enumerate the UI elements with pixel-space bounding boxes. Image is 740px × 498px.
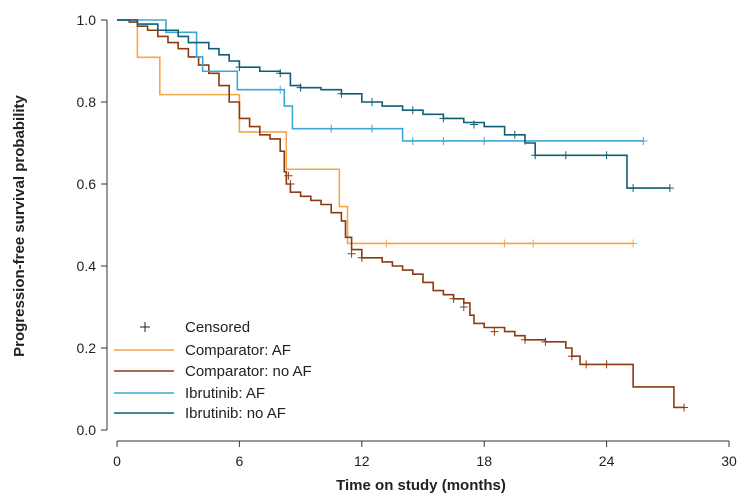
legend-label-comparator-no-af: Comparator: no AF (185, 363, 312, 380)
axes (106, 20, 729, 442)
censor-mark (510, 130, 519, 139)
censor-mark (286, 180, 295, 188)
legend-item-ibrutinib-af: Ibrutinib: AF (114, 385, 265, 402)
censor-mark (567, 352, 576, 361)
censor-mark (327, 124, 336, 133)
censor-mark (490, 327, 499, 336)
y-tick-label: 0.4 (77, 258, 97, 274)
y-tick-label: 1.0 (77, 12, 97, 28)
y-tick-label: 0.6 (77, 176, 97, 192)
censor-mark (582, 360, 591, 369)
censor-mark (337, 89, 346, 98)
censor-mark (449, 294, 458, 303)
legend-label-ibrutinib-no-af: Ibrutinib: no AF (185, 405, 286, 422)
legend-item-censored: Censored (140, 319, 250, 336)
censor-mark (602, 360, 611, 369)
censor-mark (357, 253, 366, 262)
x-tick-label: 12 (354, 453, 370, 469)
censor-mark (408, 106, 417, 115)
x-tick-label: 24 (599, 453, 615, 469)
y-tick-label: 0.2 (77, 340, 97, 356)
series-layer (117, 19, 689, 412)
legend-label-censored: Censored (185, 319, 250, 336)
legend: Censored Comparator: AF Comparator: no A… (114, 319, 312, 422)
censor-mark (529, 239, 538, 248)
censor-mark (521, 335, 529, 344)
legend-item-comparator-af: Comparator: AF (114, 342, 291, 359)
x-tick-label: 0 (113, 453, 121, 469)
censor-mark (368, 98, 376, 106)
censor-mark (629, 184, 638, 193)
censor-mark (439, 114, 448, 123)
censor-mark (470, 120, 478, 129)
censor-mark (459, 303, 468, 311)
censor-mark (665, 184, 674, 193)
y-tick-label: 0.8 (77, 94, 97, 110)
censor-mark (408, 136, 417, 145)
legend-item-ibrutinib-no-af: Ibrutinib: no AF (114, 405, 286, 422)
legend-item-comparator-no-af: Comparator: no AF (114, 363, 312, 380)
censor-mark (276, 69, 285, 78)
censor-mark (531, 151, 540, 160)
censor-mark (480, 136, 489, 145)
series-line-comparator-af (117, 19, 634, 245)
censor-mark (500, 239, 509, 248)
ticks: 0 6 12 18 24 30 0.0 0.2 0.4 0.6 0.8 1.0 (77, 12, 737, 469)
censor-mark (382, 239, 391, 248)
series-ibrutinib-af (117, 19, 648, 145)
censor-mark (284, 171, 293, 180)
series-comparator-af (117, 19, 638, 248)
x-axis-title: Time on study (months) (336, 477, 506, 494)
censor-mark (680, 403, 689, 412)
y-tick-label: 0.0 (77, 422, 97, 438)
censor-mark (296, 83, 305, 92)
censor-mark (439, 136, 448, 145)
y-axis-title: Progression-free survival probability (11, 94, 28, 356)
censor-mark (629, 239, 638, 248)
series-line-ibrutinib-no-af (117, 19, 670, 189)
series-ibrutinib-no-af (117, 19, 674, 193)
x-tick-label: 30 (721, 453, 737, 469)
x-tick-label: 6 (236, 453, 244, 469)
censor-mark (602, 151, 611, 160)
x-tick-label: 18 (476, 453, 492, 469)
censor-mark (639, 136, 648, 145)
censor-mark (235, 63, 244, 72)
censor-mark (276, 85, 285, 94)
censor-mark (368, 124, 376, 133)
series-line-ibrutinib-af (117, 19, 644, 142)
censor-mark (541, 337, 550, 346)
series-comparator-no-af (117, 19, 689, 412)
legend-label-ibrutinib-af: Ibrutinib: AF (185, 385, 265, 402)
censor-mark (347, 249, 356, 258)
legend-label-comparator-af: Comparator: AF (185, 342, 291, 359)
series-line-comparator-no-af (117, 19, 685, 409)
censor-mark (561, 151, 570, 160)
